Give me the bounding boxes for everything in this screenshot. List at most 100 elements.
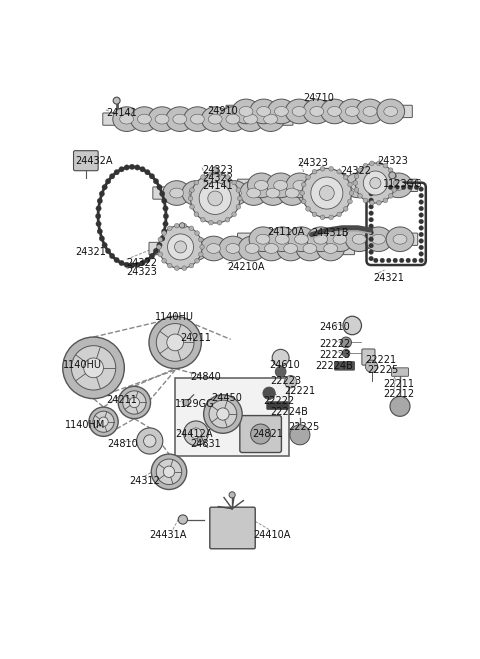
Ellipse shape (250, 99, 277, 124)
Ellipse shape (254, 181, 268, 190)
Circle shape (349, 190, 354, 195)
FancyBboxPatch shape (153, 187, 351, 199)
Circle shape (320, 215, 325, 219)
Circle shape (118, 386, 151, 418)
Text: 24831: 24831 (191, 440, 221, 449)
Circle shape (217, 220, 222, 225)
Text: 24322: 24322 (202, 173, 233, 183)
Circle shape (96, 206, 101, 211)
Text: 22212: 22212 (383, 389, 414, 399)
Ellipse shape (305, 173, 333, 198)
Text: 24710: 24710 (304, 93, 335, 103)
Circle shape (337, 169, 341, 174)
FancyBboxPatch shape (226, 105, 412, 117)
Ellipse shape (228, 188, 241, 198)
Circle shape (386, 258, 391, 263)
Ellipse shape (182, 181, 210, 206)
Circle shape (199, 237, 203, 242)
Ellipse shape (377, 99, 405, 124)
Text: 24312: 24312 (129, 476, 160, 486)
FancyBboxPatch shape (149, 243, 355, 254)
Ellipse shape (307, 227, 335, 252)
Circle shape (124, 165, 130, 170)
Circle shape (373, 258, 378, 263)
Circle shape (389, 172, 396, 179)
Circle shape (290, 425, 310, 445)
Ellipse shape (345, 227, 373, 252)
Circle shape (232, 181, 236, 185)
Circle shape (158, 237, 163, 242)
Circle shape (109, 173, 115, 179)
Circle shape (183, 399, 189, 405)
Circle shape (348, 183, 352, 187)
Circle shape (353, 181, 358, 185)
Text: 24322: 24322 (340, 166, 371, 176)
Ellipse shape (278, 181, 306, 206)
Ellipse shape (219, 236, 247, 261)
Circle shape (209, 172, 213, 177)
Circle shape (238, 196, 242, 201)
Text: 24450: 24450 (211, 393, 242, 403)
Ellipse shape (184, 107, 211, 131)
Circle shape (225, 175, 230, 179)
Circle shape (369, 224, 373, 229)
Circle shape (194, 212, 199, 217)
Ellipse shape (333, 235, 347, 244)
Circle shape (383, 198, 388, 203)
Circle shape (320, 167, 325, 171)
Circle shape (209, 220, 213, 225)
Circle shape (190, 204, 194, 209)
Circle shape (300, 190, 304, 195)
Circle shape (159, 225, 202, 268)
Ellipse shape (191, 114, 204, 124)
Circle shape (97, 198, 103, 204)
Circle shape (419, 206, 423, 211)
Circle shape (369, 231, 373, 235)
Ellipse shape (148, 107, 176, 131)
Ellipse shape (356, 99, 384, 124)
Circle shape (363, 198, 368, 203)
Ellipse shape (120, 114, 133, 124)
Circle shape (369, 237, 373, 241)
Ellipse shape (365, 227, 392, 252)
Text: 24211: 24211 (180, 333, 211, 343)
Circle shape (156, 324, 194, 361)
Ellipse shape (285, 99, 313, 124)
Circle shape (159, 191, 165, 196)
Circle shape (209, 400, 237, 428)
Text: 22221: 22221 (365, 355, 396, 364)
Text: 24821: 24821 (252, 430, 283, 440)
Ellipse shape (248, 173, 275, 198)
Text: 22222: 22222 (319, 339, 350, 349)
Ellipse shape (277, 236, 304, 261)
Circle shape (329, 167, 334, 171)
Circle shape (149, 316, 201, 368)
Circle shape (375, 185, 380, 190)
Circle shape (406, 258, 410, 263)
Circle shape (275, 366, 286, 377)
Circle shape (96, 221, 101, 227)
Ellipse shape (274, 181, 288, 190)
Circle shape (157, 185, 162, 190)
Circle shape (140, 260, 145, 266)
Circle shape (354, 174, 359, 179)
Text: 24323: 24323 (127, 267, 157, 277)
Circle shape (89, 407, 118, 436)
Circle shape (191, 174, 240, 223)
Ellipse shape (328, 107, 341, 117)
Circle shape (178, 515, 188, 524)
FancyBboxPatch shape (362, 349, 375, 365)
Circle shape (408, 185, 412, 190)
Circle shape (348, 199, 352, 204)
Circle shape (194, 181, 199, 185)
Circle shape (369, 256, 373, 261)
Circle shape (419, 225, 423, 230)
Circle shape (302, 169, 351, 217)
Ellipse shape (344, 173, 372, 198)
Text: 24431B: 24431B (312, 228, 349, 238)
Circle shape (145, 169, 150, 175)
Circle shape (153, 179, 159, 184)
Text: 22225: 22225 (368, 364, 399, 375)
Ellipse shape (249, 227, 277, 252)
Circle shape (163, 206, 168, 211)
